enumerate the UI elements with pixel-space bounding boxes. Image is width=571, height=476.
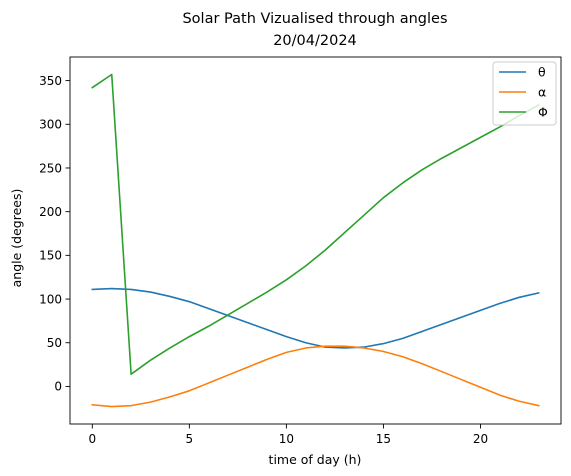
series-line-1 xyxy=(91,287,540,349)
y-tick-label: 50 xyxy=(47,336,62,350)
axes-frame xyxy=(69,56,562,425)
y-tick-label: 150 xyxy=(39,249,62,263)
series-line-2 xyxy=(91,345,540,408)
x-tick-label: 10 xyxy=(279,432,294,446)
y-tick-label: 250 xyxy=(39,161,62,175)
x-tick-label: 15 xyxy=(376,432,391,446)
legend-label: α xyxy=(538,85,546,100)
legend-box xyxy=(492,61,557,126)
y-tick-label: 0 xyxy=(54,380,62,394)
y-axis-label: angle (degrees) xyxy=(9,189,24,288)
legend-label: θ xyxy=(538,65,546,80)
legend-label: Φ xyxy=(538,105,548,120)
y-tick-label: 350 xyxy=(39,74,62,88)
legend: θαΦ xyxy=(492,61,557,126)
y-tick-label: 200 xyxy=(39,205,62,219)
x-tick-label: 0 xyxy=(88,432,96,446)
y-tick-label: 300 xyxy=(39,118,62,132)
series-lines xyxy=(91,73,540,408)
chart-subtitle: 20/04/2024 xyxy=(273,33,357,49)
series-line-3 xyxy=(91,73,540,375)
x-axis-label: time of day (h) xyxy=(269,452,362,467)
chart-title: Solar Path Vizualised through angles xyxy=(182,11,447,27)
x-tick-label: 20 xyxy=(473,432,488,446)
x-tick-label: 5 xyxy=(186,432,194,446)
y-tick-label: 100 xyxy=(39,292,62,306)
